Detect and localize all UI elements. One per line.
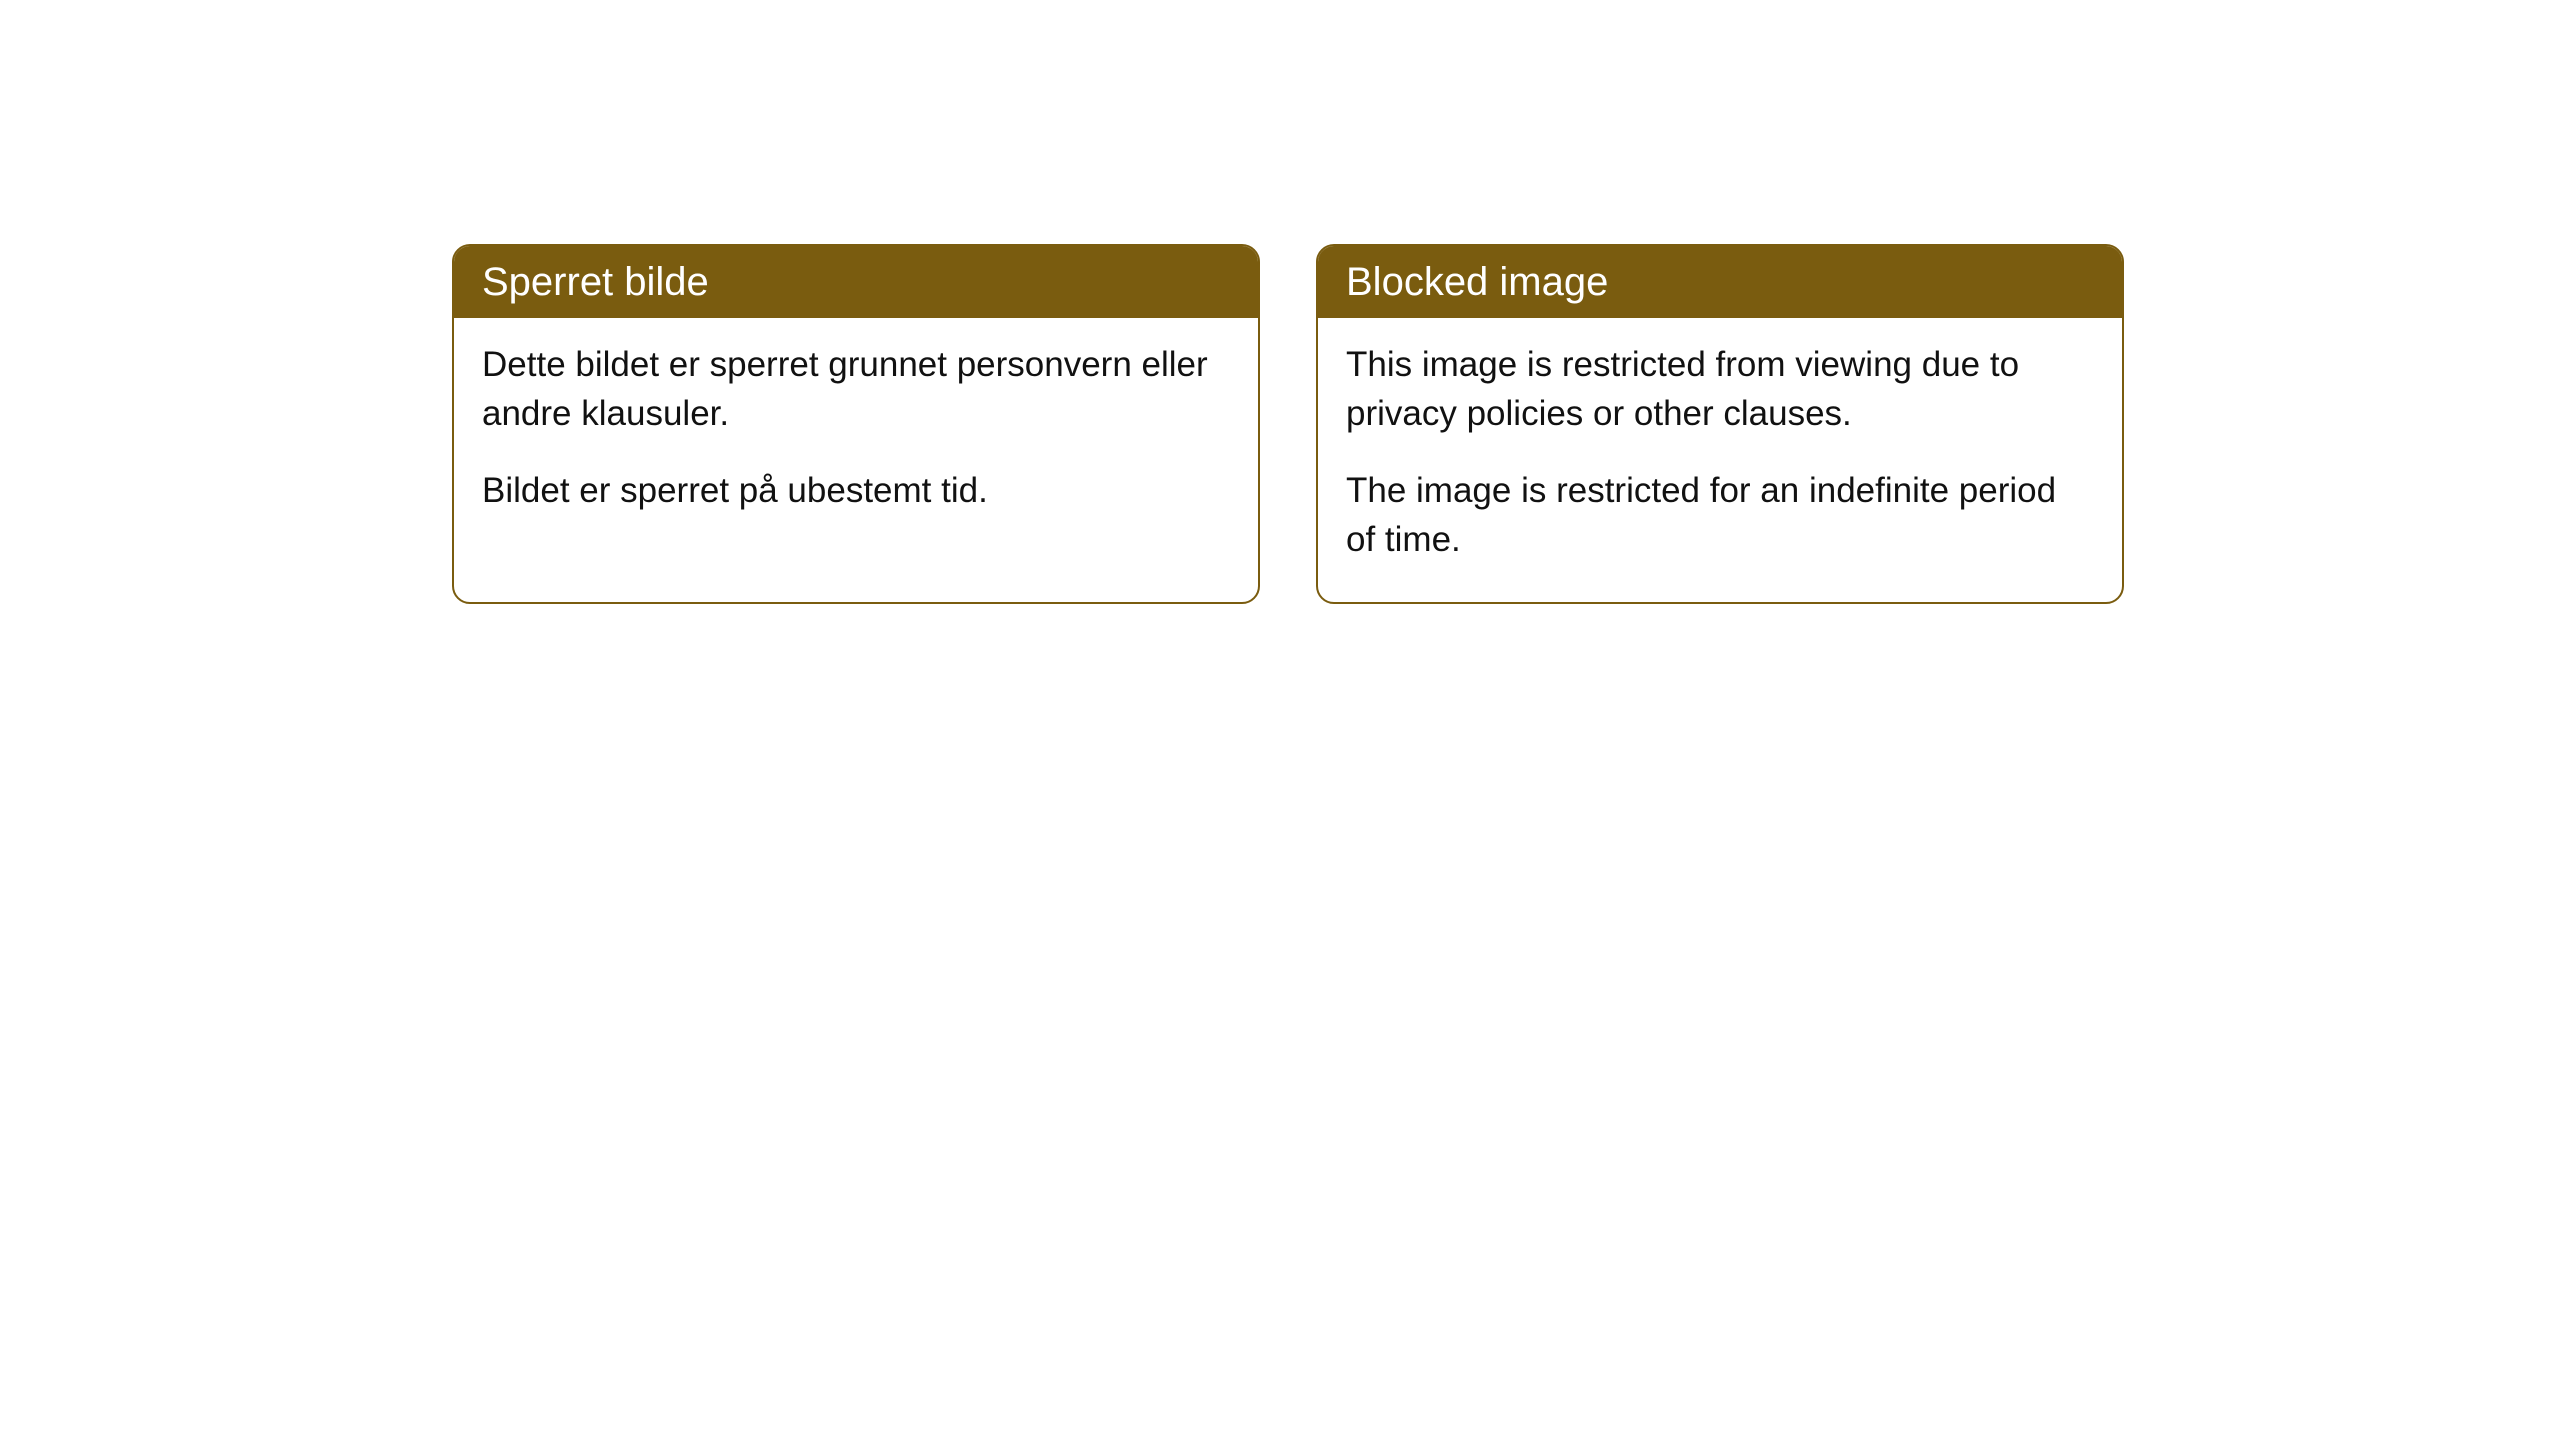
notice-card-english: Blocked image This image is restricted f…	[1316, 244, 2124, 604]
card-body: This image is restricted from viewing du…	[1318, 318, 2122, 602]
card-header: Sperret bilde	[454, 246, 1258, 318]
card-title: Sperret bilde	[482, 260, 709, 304]
card-title: Blocked image	[1346, 260, 1608, 304]
card-paragraph: The image is restricted for an indefinit…	[1346, 466, 2094, 564]
notice-card-norwegian: Sperret bilde Dette bildet er sperret gr…	[452, 244, 1260, 604]
card-paragraph: Bildet er sperret på ubestemt tid.	[482, 466, 1230, 515]
card-paragraph: Dette bildet er sperret grunnet personve…	[482, 340, 1230, 438]
cards-container: Sperret bilde Dette bildet er sperret gr…	[0, 0, 2560, 604]
card-body: Dette bildet er sperret grunnet personve…	[454, 318, 1258, 553]
card-header: Blocked image	[1318, 246, 2122, 318]
card-paragraph: This image is restricted from viewing du…	[1346, 340, 2094, 438]
